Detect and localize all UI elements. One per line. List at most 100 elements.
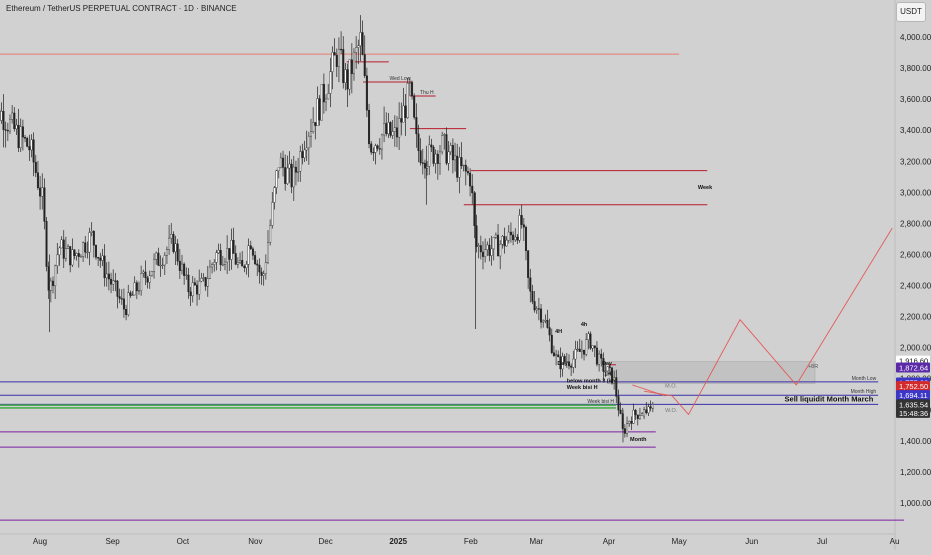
candle-body (7, 130, 9, 131)
candle-body (119, 297, 121, 299)
candle-body (31, 140, 33, 150)
candle-body (282, 158, 284, 167)
annotation: W.O. (665, 408, 678, 414)
candle-body (76, 253, 78, 255)
candle-body (459, 157, 461, 177)
candle-body (35, 162, 37, 173)
candle-body (284, 167, 286, 183)
candle-body (523, 225, 525, 227)
candle-body (394, 128, 396, 132)
candle-body (450, 145, 452, 152)
y-tick-label: 1,200.00 (900, 468, 932, 477)
candle-body (446, 134, 448, 163)
candle-body (396, 128, 398, 137)
candle-body (164, 255, 166, 265)
candle-body (575, 349, 577, 359)
candle-body (170, 234, 172, 238)
candle-body (519, 215, 521, 240)
candle-body (198, 281, 200, 294)
candle-body (409, 82, 411, 83)
candle-body (5, 130, 7, 131)
candle-body (252, 249, 254, 256)
candle-body (89, 232, 91, 252)
y-axis[interactable]: 1,000.001,200.001,400.001,600.001,800.00… (900, 33, 932, 508)
candle-body (390, 122, 392, 135)
candle-body (16, 125, 18, 129)
candle-body (162, 265, 164, 266)
candle-body (594, 346, 596, 348)
y-tick-label: 2,200.00 (900, 313, 932, 322)
candle-body (525, 227, 527, 251)
candle-body (510, 232, 512, 235)
x-tick-label: Apr (603, 537, 616, 546)
candle-body (13, 113, 15, 129)
candle-body (428, 145, 430, 166)
currency-button[interactable]: USDT (896, 2, 926, 22)
candle-body (549, 328, 551, 335)
candle-body (267, 242, 269, 262)
candle-body (345, 70, 347, 83)
candle-body (499, 244, 501, 256)
candle-body (190, 292, 192, 296)
candle-body (388, 122, 390, 133)
candle-body (633, 410, 635, 423)
annotation: +8R (808, 364, 818, 370)
candle-body (207, 278, 209, 286)
candle-body (317, 99, 319, 126)
candle-body (583, 350, 585, 354)
zones (609, 362, 815, 384)
candle-body (24, 137, 26, 138)
candle-body (491, 249, 493, 256)
candle-body (274, 188, 276, 203)
candle-body (52, 281, 54, 286)
candle-body (327, 93, 329, 99)
candle-body (177, 244, 179, 261)
annotation: Day (557, 361, 568, 367)
candle-body (138, 291, 140, 292)
candle-body (188, 275, 190, 292)
candle-body (224, 262, 226, 264)
candle-body (467, 171, 469, 173)
candle-body (366, 76, 368, 110)
candle-body (620, 410, 622, 413)
candle-body (534, 301, 536, 309)
candle-body (489, 245, 491, 256)
candle-body (291, 164, 293, 187)
candle-body (115, 281, 117, 282)
candle-body (302, 151, 304, 157)
candle-body (579, 349, 581, 352)
candle-body (65, 249, 67, 259)
candle-body (44, 188, 46, 222)
candle-body (310, 132, 312, 136)
price-label: 1,752.50 (899, 382, 928, 391)
candle-body (332, 52, 334, 71)
candle-body (108, 274, 110, 279)
candle-body (287, 168, 289, 184)
candle-body (645, 410, 647, 413)
candle-body (299, 151, 301, 171)
y-tick-label: 3,200.00 (900, 157, 932, 166)
x-tick-label: May (672, 537, 687, 546)
candle-body (261, 272, 263, 275)
x-tick-label: Oct (177, 537, 190, 546)
candle-body (20, 127, 22, 148)
candle-body (424, 163, 426, 168)
candle-body (407, 83, 409, 118)
price-label: 1,694.11 (899, 391, 928, 400)
candle-body (641, 414, 643, 416)
candle-body (136, 283, 138, 291)
candle-body (336, 55, 338, 67)
y-tick-label: 2,600.00 (900, 250, 932, 259)
level-label: Week bisi H (587, 399, 614, 405)
candle-body (639, 416, 641, 419)
candle-body (626, 424, 628, 434)
candle-body (618, 396, 620, 410)
grid (0, 0, 895, 550)
candle-body (334, 52, 336, 55)
x-tick-label: Dec (319, 537, 333, 546)
candle-body (149, 276, 151, 282)
candle-body (11, 113, 13, 119)
